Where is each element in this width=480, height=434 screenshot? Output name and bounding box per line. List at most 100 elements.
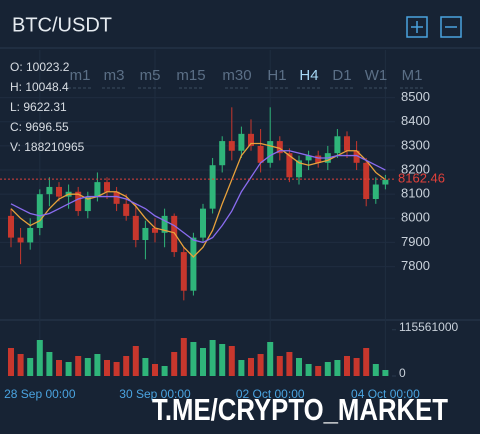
candle-body xyxy=(56,186,62,197)
volume-bar xyxy=(65,362,72,376)
candle-body xyxy=(344,136,350,151)
candle-body xyxy=(27,227,34,243)
volume-bar xyxy=(171,352,178,376)
candle-body xyxy=(209,165,216,209)
volume-bar xyxy=(200,348,206,376)
y-tick-label: 8400 xyxy=(401,113,430,128)
candle-body xyxy=(190,237,197,291)
ohlc-readout: H: 10048.4 xyxy=(10,80,69,94)
x-tick-label: 02 Oct 00:00 xyxy=(236,387,305,401)
volume-bar xyxy=(276,356,283,376)
timeframe-button[interactable]: m5 xyxy=(140,67,161,84)
candle-body xyxy=(75,191,82,212)
volume-bar xyxy=(344,356,350,376)
volume-bar xyxy=(228,346,235,376)
volume-bar xyxy=(142,358,149,376)
candle-body xyxy=(46,186,53,195)
y-tick-label: 8300 xyxy=(401,137,430,152)
volume-bar xyxy=(257,354,264,376)
volume-bar xyxy=(363,348,370,376)
candle-body xyxy=(113,191,120,204)
volume-bar xyxy=(152,364,158,376)
volume-bar xyxy=(123,356,130,376)
timeframe-button[interactable]: D1 xyxy=(332,67,351,84)
volume-bar xyxy=(209,340,216,376)
candle-body xyxy=(142,227,149,241)
y-tick-label: 8500 xyxy=(401,89,430,104)
volume-bar xyxy=(46,352,53,376)
volume-bar xyxy=(238,360,245,376)
volume-bar xyxy=(180,338,187,376)
candle-body xyxy=(238,133,245,151)
volume-bar xyxy=(75,356,82,376)
volume-bar xyxy=(353,358,360,376)
timeframe-button[interactable]: H1 xyxy=(267,67,286,84)
candle-body xyxy=(171,215,178,253)
candle-body xyxy=(161,215,168,233)
candle-body xyxy=(334,136,341,154)
zoom-in-button[interactable] xyxy=(406,16,428,38)
y-tick-label: 7900 xyxy=(401,234,430,249)
volume-bar xyxy=(296,358,302,376)
candle-body xyxy=(276,141,283,154)
x-tick-label: 04 Oct 00:00 xyxy=(351,387,420,401)
x-tick-label: 30 Sep 00:00 xyxy=(119,387,191,401)
candle-body xyxy=(382,179,389,185)
ohlc-readout: C: 9696.55 xyxy=(10,120,69,134)
volume-bar xyxy=(132,346,139,376)
volume-tick-label: 115561000 xyxy=(399,320,459,334)
candle-body xyxy=(84,196,91,212)
timeframe-button[interactable]: m15 xyxy=(176,67,205,84)
candle-body xyxy=(152,227,158,233)
volume-bar xyxy=(36,340,43,376)
volume-bar xyxy=(305,364,312,376)
volume-bar xyxy=(315,366,322,376)
volume-bar xyxy=(94,354,101,376)
candle-body xyxy=(315,155,322,163)
volume-bar xyxy=(324,362,331,376)
candle-body xyxy=(353,150,360,163)
volume-bar xyxy=(248,358,254,376)
timeframe-button[interactable]: m1 xyxy=(70,67,91,84)
volume-bar xyxy=(56,360,62,376)
candle-body xyxy=(180,252,187,291)
volume-bar xyxy=(219,344,226,376)
candle-body xyxy=(17,237,24,243)
timeframe-button[interactable]: m30 xyxy=(222,67,251,84)
volume-bar xyxy=(286,352,293,376)
volume-bar xyxy=(382,370,389,376)
volume-bar xyxy=(104,360,110,376)
candle-body xyxy=(248,133,254,146)
candle-body xyxy=(228,141,235,151)
ohlc-readout: O: 10023.2 xyxy=(10,60,70,74)
candle-body xyxy=(123,203,130,216)
candle-body xyxy=(200,208,206,238)
volume-bar xyxy=(161,366,168,376)
volume-tick-label: 0 xyxy=(399,366,406,380)
ohlc-readout: L: 9622.31 xyxy=(10,100,67,114)
candle-body xyxy=(36,194,43,228)
zoom-out-button[interactable] xyxy=(440,16,462,38)
volume-bar xyxy=(27,358,34,376)
candle-body xyxy=(363,162,370,199)
volume-bar xyxy=(190,342,197,376)
candle-body xyxy=(372,184,379,199)
candle-body xyxy=(296,160,302,178)
ma-line xyxy=(10,150,386,244)
ohlc-readout: V: 188210965 xyxy=(10,140,85,154)
last-price-label: 8162.46 xyxy=(398,171,445,186)
volume-bar xyxy=(17,354,24,376)
timeframe-button[interactable]: W1 xyxy=(365,67,388,84)
y-tick-label: 8200 xyxy=(401,161,430,176)
candle-body xyxy=(132,215,139,241)
x-tick-label: 28 Sep 00:00 xyxy=(4,387,76,401)
timeframe-button[interactable]: H4 xyxy=(299,67,318,84)
watermark: T.ME/CRYPTO_MARKET xyxy=(152,392,448,427)
volume-bar xyxy=(113,362,120,376)
timeframe-button[interactable]: M1 xyxy=(402,67,423,84)
timeframe-button[interactable]: m3 xyxy=(104,67,125,84)
y-tick-label: 8100 xyxy=(401,186,430,201)
volume-bar xyxy=(8,348,14,376)
